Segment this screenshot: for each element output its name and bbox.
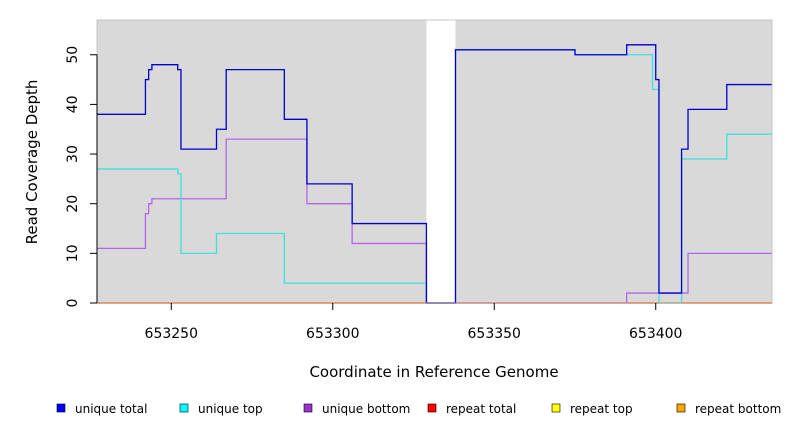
y-tick-label: 50 bbox=[65, 46, 81, 64]
x-tick-label: 653350 bbox=[468, 326, 521, 342]
y-tick-label: 10 bbox=[65, 244, 81, 262]
legend-swatch bbox=[179, 403, 189, 413]
gap-regions bbox=[426, 20, 456, 303]
x-tick-label: 653400 bbox=[629, 326, 682, 342]
series-line-unique-total bbox=[97, 44, 772, 304]
legend-label: unique bottom bbox=[322, 402, 410, 416]
legend-swatch bbox=[676, 403, 686, 413]
gap-region bbox=[426, 20, 456, 303]
legend-item-unique-bottom: unique bottom bbox=[303, 402, 410, 416]
x-tick-label: 653300 bbox=[306, 326, 359, 342]
legend-label: repeat total bbox=[446, 402, 516, 416]
legend-label: unique top bbox=[198, 402, 263, 416]
legend-label: repeat top bbox=[570, 402, 633, 416]
y-tick-label: 0 bbox=[65, 299, 81, 308]
x-axis-title: Coordinate in Reference Genome bbox=[309, 363, 558, 381]
y-axis-title: Read Coverage Depth bbox=[23, 80, 41, 245]
x-axis: 653250 653300 653350 653400 bbox=[145, 303, 682, 342]
legend-item-repeat-bottom: repeat bottom bbox=[676, 402, 781, 416]
y-axis: 0 10 20 30 40 50 bbox=[65, 46, 98, 308]
series-line-unique-bottom bbox=[97, 138, 772, 304]
legend-swatch bbox=[303, 403, 313, 413]
legend-item-unique-total: unique total bbox=[56, 402, 147, 416]
legend-swatch bbox=[427, 403, 437, 413]
legend-swatch bbox=[551, 403, 561, 413]
legend-item-unique-top: unique top bbox=[179, 402, 263, 416]
legend-swatch bbox=[56, 403, 66, 413]
x-tick-label: 653250 bbox=[145, 326, 198, 342]
y-tick-label: 30 bbox=[65, 145, 81, 163]
legend: unique total unique top unique bottom repea… bbox=[56, 402, 781, 416]
y-tick-label: 20 bbox=[65, 195, 81, 213]
legend-label: unique total bbox=[75, 402, 147, 416]
legend-label: repeat bottom bbox=[695, 402, 781, 416]
legend-item-repeat-total: repeat total bbox=[427, 402, 516, 416]
y-tick-label: 40 bbox=[65, 95, 81, 113]
legend-item-repeat-top: repeat top bbox=[551, 402, 633, 416]
